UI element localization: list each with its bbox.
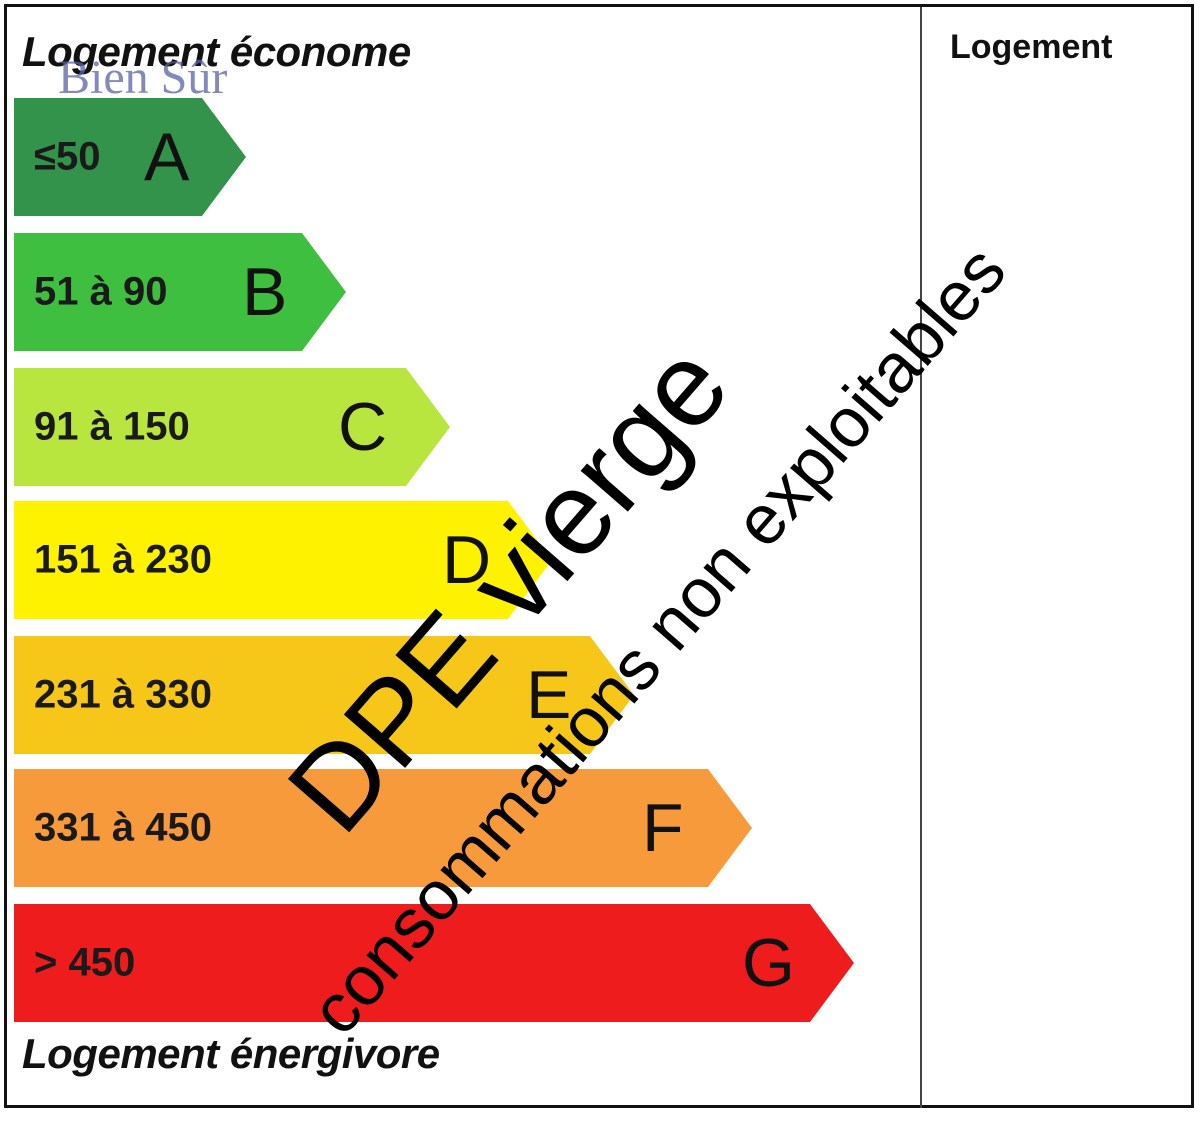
band-letter: C [338, 389, 388, 465]
band-f: 331 à 450 F [14, 769, 752, 887]
band-letter: F [642, 790, 684, 866]
band-range: 151 à 230 [34, 537, 212, 582]
band-d: 151 à 230 D [14, 501, 552, 619]
band-c: 91 à 150 C [14, 368, 450, 486]
band-range: 331 à 450 [34, 805, 212, 850]
band-range: 91 à 150 [34, 404, 190, 449]
band-a: ≤50 A [14, 98, 246, 216]
band-e: 231 à 330 E [14, 636, 634, 754]
band-range: 231 à 330 [34, 672, 212, 717]
band-letter: B [242, 254, 288, 330]
band-range: > 450 [34, 940, 136, 985]
band-letter: E [526, 657, 572, 733]
logement-column-heading: Logement [950, 28, 1113, 66]
band-letter: A [144, 119, 190, 195]
band-letter: G [742, 925, 795, 1001]
band-b: 51 à 90 B [14, 233, 346, 351]
econome-label: Logement économe [22, 28, 411, 75]
energivore-label: Logement énergivore [22, 1030, 440, 1077]
band-range: ≤50 [34, 134, 101, 179]
band-letter: D [442, 522, 492, 598]
band-g: > 450 G [14, 904, 854, 1022]
band-range: 51 à 90 [34, 269, 168, 314]
column-divider [920, 7, 922, 1108]
